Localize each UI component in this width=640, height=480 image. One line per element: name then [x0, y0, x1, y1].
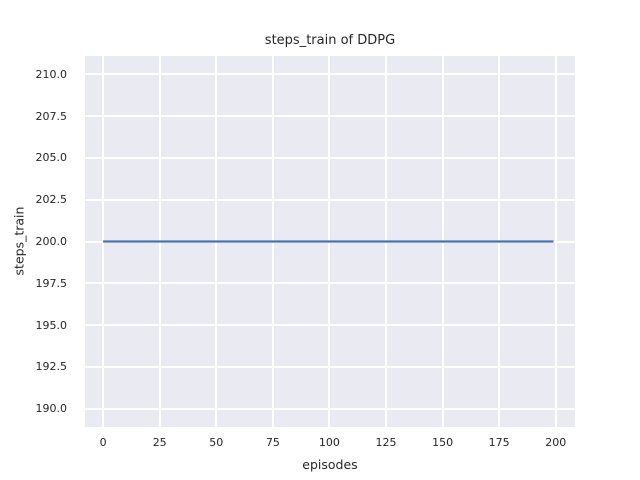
series-layer [103, 240, 554, 243]
x-tick-label: 100 [318, 436, 340, 449]
x-axis-label: episodes [302, 457, 358, 472]
grid-line-vertical [102, 56, 105, 427]
x-tick-label: 150 [432, 436, 454, 449]
chart-title: steps_train of DDPG [264, 33, 396, 48]
y-tick-label: 205.0 [35, 151, 68, 165]
y-tick-label: 195.0 [35, 318, 68, 332]
y-tick-label: 190.0 [35, 402, 68, 416]
x-tick-label: 25 [152, 436, 167, 449]
x-tick-label: 175 [488, 436, 510, 449]
x-tick-label: 50 [209, 436, 224, 449]
y-tick-label: 202.5 [35, 193, 68, 207]
y-tick-label: 197.5 [35, 276, 68, 290]
y-tick-label: 210.0 [35, 67, 68, 81]
x-tick-label: 75 [265, 436, 280, 449]
grid-line-vertical [554, 56, 557, 427]
y-tick-label: 200.0 [35, 235, 68, 248]
x-tick-label: 125 [375, 436, 397, 449]
x-tick-label: 200 [545, 436, 567, 449]
y-tick-label: 207.5 [35, 109, 68, 123]
x-tick-label: 0 [99, 436, 107, 449]
y-tick-label: 192.5 [35, 360, 68, 374]
plot-area [85, 56, 575, 427]
